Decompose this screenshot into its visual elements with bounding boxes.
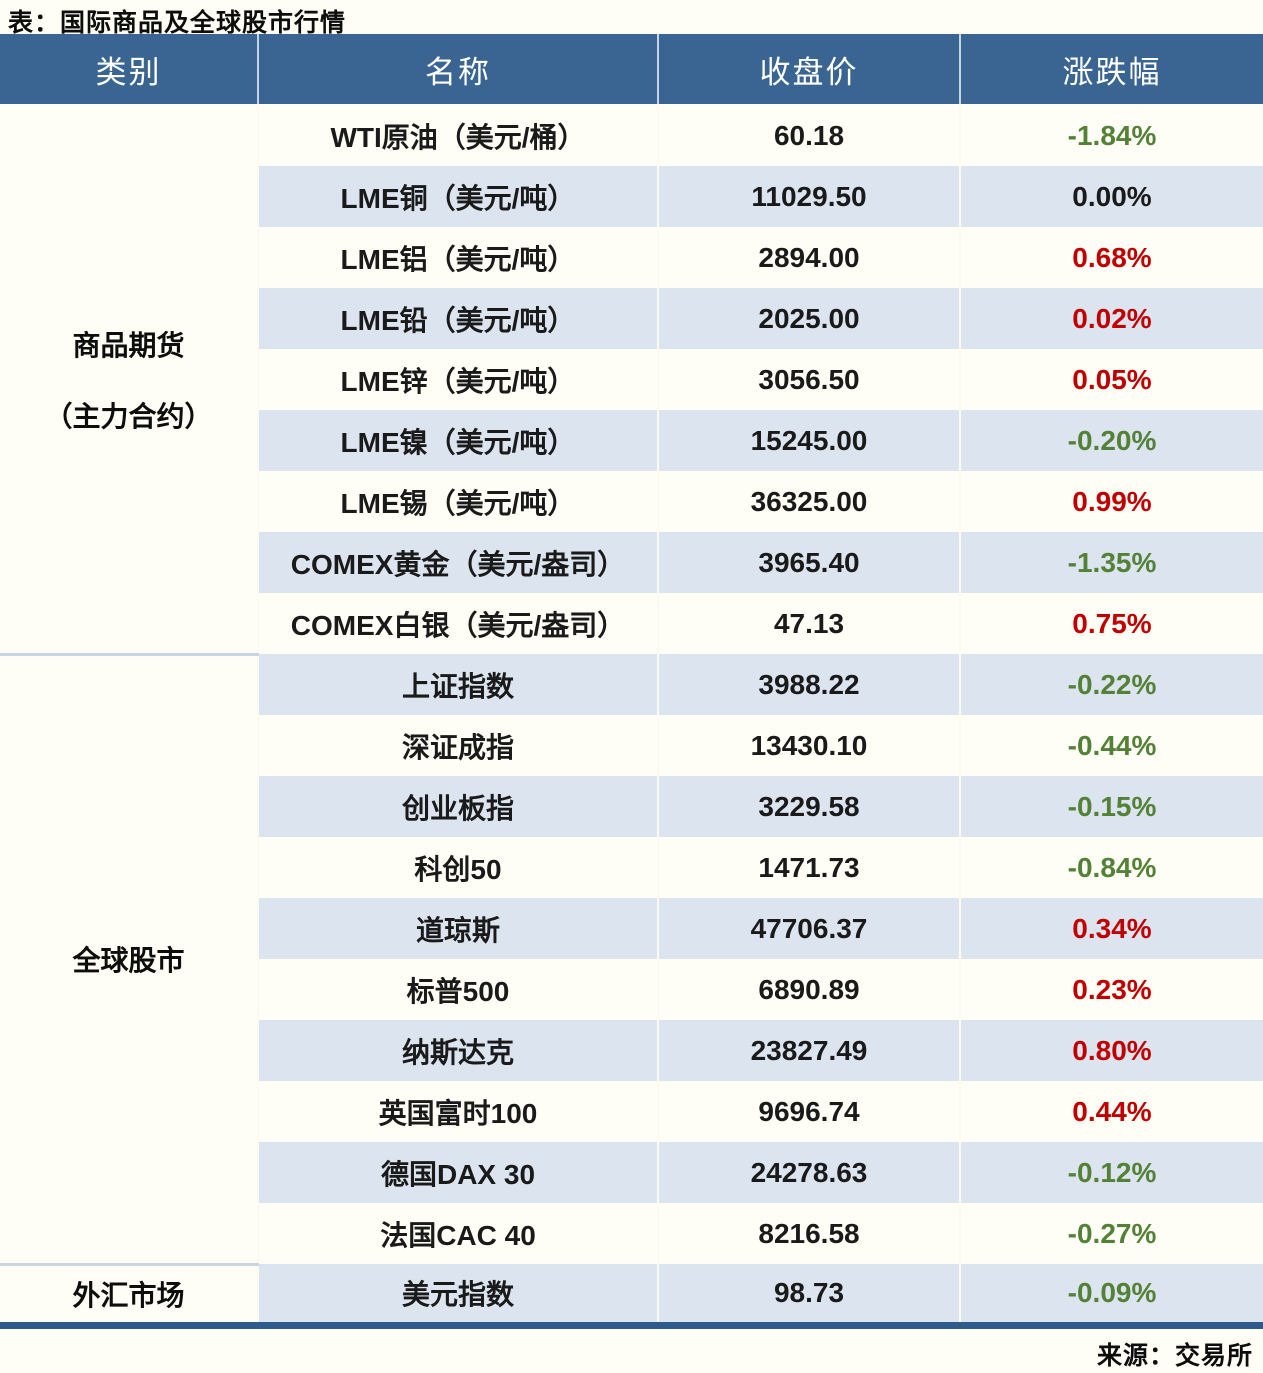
close-cell: 47.13 [657, 593, 960, 654]
change-cell: 0.34% [959, 898, 1263, 959]
category-label-line1: 商品期货 [72, 329, 185, 361]
change-cell: -0.15% [959, 776, 1263, 837]
name-cell: 美元指数 [257, 1264, 658, 1325]
category-cell-stocks: 全球股市 [0, 654, 258, 1266]
change-cell: 0.23% [959, 959, 1263, 1020]
change-cell: -1.84% [959, 105, 1263, 166]
name-cell: COMEX白银（美元/盎司） [257, 593, 658, 654]
close-cell: 36325.00 [657, 471, 960, 532]
table-row: COMEX黄金（美元/盎司） 3965.40 -1.35% [0, 532, 1263, 593]
change-cell: 0.99% [959, 471, 1263, 532]
table-row: LME铝（美元/吨） 2894.00 0.68% [0, 227, 1263, 288]
table-row: COMEX白银（美元/盎司） 47.13 0.75% [0, 593, 1263, 654]
table-row: 德国DAX 30 24278.63 -0.12% [0, 1142, 1263, 1203]
header-change: 涨跌幅 [959, 34, 1263, 106]
source-note: 来源：交易所 [1096, 1341, 1253, 1370]
change-cell: -0.09% [959, 1264, 1263, 1325]
name-cell: WTI原油（美元/桶） [257, 105, 658, 166]
name-cell: 纳斯达克 [257, 1020, 658, 1081]
category-label: 外汇市场 [72, 1279, 185, 1311]
close-cell: 60.18 [657, 105, 960, 166]
name-cell: 深证成指 [257, 715, 658, 776]
close-cell: 13430.10 [657, 715, 960, 776]
category-label-line2: （主力合约） [44, 400, 213, 432]
change-cell: -0.44% [959, 715, 1263, 776]
table-row: LME镍（美元/吨） 15245.00 -0.20% [0, 410, 1263, 471]
change-cell: -1.35% [959, 532, 1263, 593]
category-cell-commodities: 商品期货 （主力合约） [0, 105, 258, 656]
table-row: 法国CAC 40 8216.58 -0.27% [0, 1203, 1263, 1264]
change-cell: 0.68% [959, 227, 1263, 288]
name-cell: 标普500 [257, 959, 658, 1020]
close-cell: 98.73 [657, 1264, 960, 1325]
name-cell: 德国DAX 30 [257, 1142, 658, 1203]
category-cell-forex: 外汇市场 [0, 1264, 258, 1325]
header-category: 类别 [0, 34, 258, 106]
close-cell: 47706.37 [657, 898, 960, 959]
table-row: 道琼斯 47706.37 0.34% [0, 898, 1263, 959]
change-cell: 0.44% [959, 1081, 1263, 1142]
change-cell: -0.22% [959, 654, 1263, 715]
change-cell: 0.80% [959, 1020, 1263, 1081]
table-row: 英国富时100 9696.74 0.44% [0, 1081, 1263, 1142]
table-row: 科创50 1471.73 -0.84% [0, 837, 1263, 898]
change-cell: 0.00% [959, 166, 1263, 227]
market-table: 类别 名称 收盘价 涨跌幅 商品期货 （主力合约） WTI原油（美元/桶） 60… [0, 34, 1263, 1329]
name-cell: 创业板指 [257, 776, 658, 837]
change-cell: 0.75% [959, 593, 1263, 654]
name-cell: 道琼斯 [257, 898, 658, 959]
table-row: LME锌（美元/吨） 3056.50 0.05% [0, 349, 1263, 410]
change-cell: -0.27% [959, 1203, 1263, 1264]
close-cell: 3229.58 [657, 776, 960, 837]
table-row: 外汇市场 美元指数 98.73 -0.09% [0, 1264, 1263, 1325]
change-cell: 0.05% [959, 349, 1263, 410]
close-cell: 11029.50 [657, 166, 960, 227]
name-cell: 法国CAC 40 [257, 1203, 658, 1264]
close-cell: 1471.73 [657, 837, 960, 898]
change-cell: -0.84% [959, 837, 1263, 898]
change-cell: 0.02% [959, 288, 1263, 349]
close-cell: 9696.74 [657, 1081, 960, 1142]
change-cell: -0.20% [959, 410, 1263, 471]
table-row: 创业板指 3229.58 -0.15% [0, 776, 1263, 837]
table-row: LME铅（美元/吨） 2025.00 0.02% [0, 288, 1263, 349]
name-cell: COMEX黄金（美元/盎司） [257, 532, 658, 593]
close-cell: 2894.00 [657, 227, 960, 288]
close-cell: 23827.49 [657, 1020, 960, 1081]
table-header: 类别 名称 收盘价 涨跌幅 [0, 34, 1263, 106]
header-name: 名称 [257, 34, 658, 106]
name-cell: LME铅（美元/吨） [257, 288, 658, 349]
close-cell: 3965.40 [657, 532, 960, 593]
name-cell: LME镍（美元/吨） [257, 410, 658, 471]
change-cell: -0.12% [959, 1142, 1263, 1203]
table-row: 商品期货 （主力合约） WTI原油（美元/桶） 60.18 -1.84% [0, 105, 1263, 656]
category-label: 全球股市 [72, 945, 185, 976]
header-close: 收盘价 [657, 34, 960, 106]
table-row: 纳斯达克 23827.49 0.80% [0, 1020, 1263, 1081]
close-cell: 3056.50 [657, 349, 960, 410]
page-title: 表：国际商品及全球股市行情 [8, 9, 347, 37]
name-cell: LME锌（美元/吨） [257, 349, 658, 410]
table-row: 标普500 6890.89 0.23% [0, 959, 1263, 1020]
table-row: 深证成指 13430.10 -0.44% [0, 715, 1263, 776]
close-cell: 8216.58 [657, 1203, 960, 1264]
close-cell: 2025.00 [657, 288, 960, 349]
table-row: LME锡（美元/吨） 36325.00 0.99% [0, 471, 1263, 532]
table-row: LME铜（美元/吨） 11029.50 0.00% [0, 166, 1263, 227]
name-cell: LME铜（美元/吨） [257, 166, 658, 227]
close-cell: 15245.00 [657, 410, 960, 471]
name-cell: 科创50 [257, 837, 658, 898]
name-cell: 英国富时100 [257, 1081, 658, 1142]
name-cell: LME锡（美元/吨） [257, 471, 658, 532]
close-cell: 24278.63 [657, 1142, 960, 1203]
close-cell: 3988.22 [657, 654, 960, 715]
table-row: 全球股市 上证指数 3988.22 -0.22% [0, 654, 1263, 1266]
close-cell: 6890.89 [657, 959, 960, 1020]
name-cell: LME铝（美元/吨） [257, 227, 658, 288]
name-cell: 上证指数 [257, 654, 658, 715]
